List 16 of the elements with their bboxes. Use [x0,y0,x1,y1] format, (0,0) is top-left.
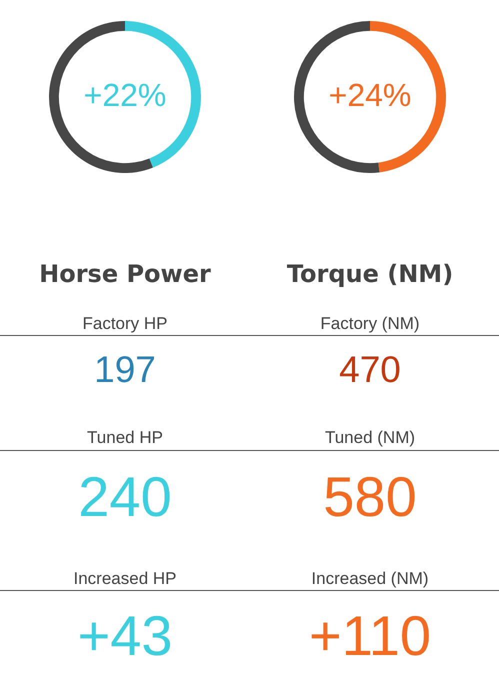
text: 580 [323,465,417,528]
text: +43 [78,604,172,667]
text: Horse Power [39,260,211,288]
category-label: Increased HP [74,569,176,588]
text: +24% [328,76,412,113]
text: +110 [309,604,431,667]
text: 197 [94,349,156,390]
text: Torque (NM) [286,260,454,288]
text: +22% [84,76,166,113]
category-label: Tuned (NM) [324,428,416,447]
text: 240 [78,465,172,528]
category-label: Factory (NM) [320,314,420,333]
text: 470 [339,349,401,390]
category-label: Tuned HP [87,428,163,447]
category-label: Increased (NM) [311,569,429,588]
category-label: Factory HP [82,314,168,333]
